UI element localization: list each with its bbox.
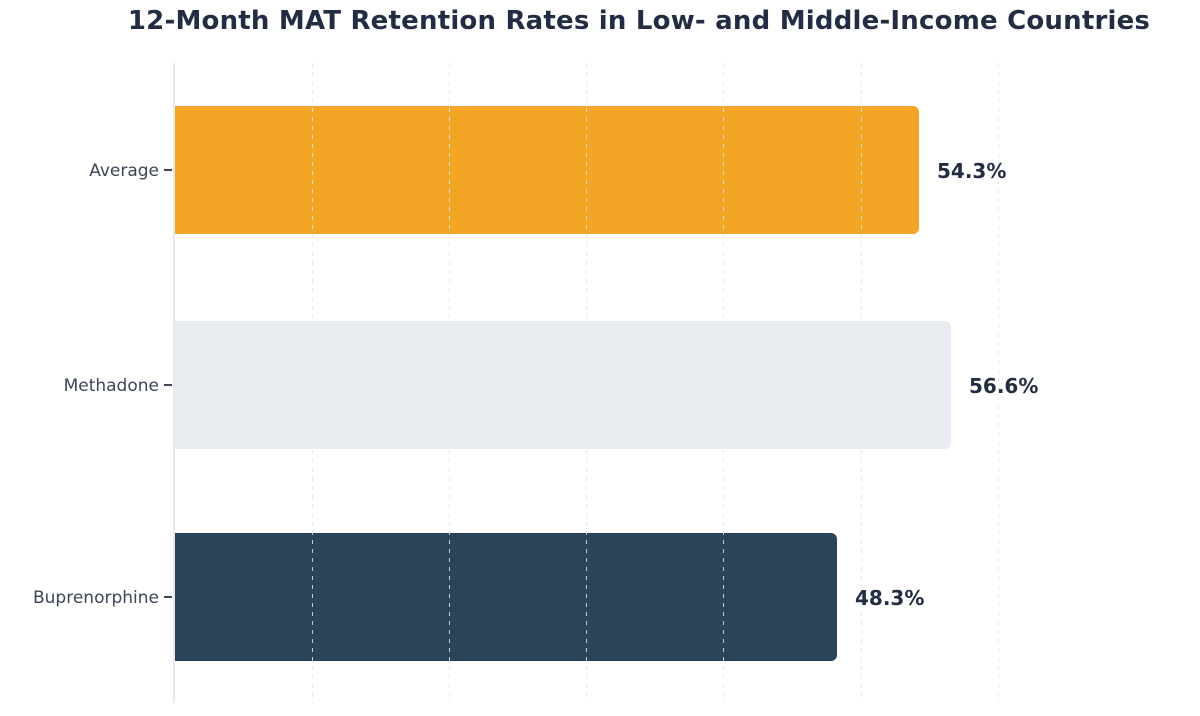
gridline [312,63,313,703]
bar [175,106,919,234]
category-tick [164,384,172,386]
chart-title: 12-Month MAT Retention Rates in Low- and… [127,6,1151,36]
category-label: Buprenorphine [33,588,159,608]
category-tick [164,169,172,171]
value-label: 54.3% [937,159,1007,183]
value-label: 56.6% [969,374,1039,398]
gridline [861,63,862,703]
gridline [998,63,999,703]
value-label: 48.3% [855,586,925,610]
category-tick [164,596,172,598]
bar [175,533,837,661]
gridline [586,63,587,703]
y-axis-line [173,63,175,703]
gridline [723,63,724,703]
category-label: Average [89,161,159,181]
category-label: Methadone [63,376,159,396]
gridline [449,63,450,703]
bar [175,321,951,449]
